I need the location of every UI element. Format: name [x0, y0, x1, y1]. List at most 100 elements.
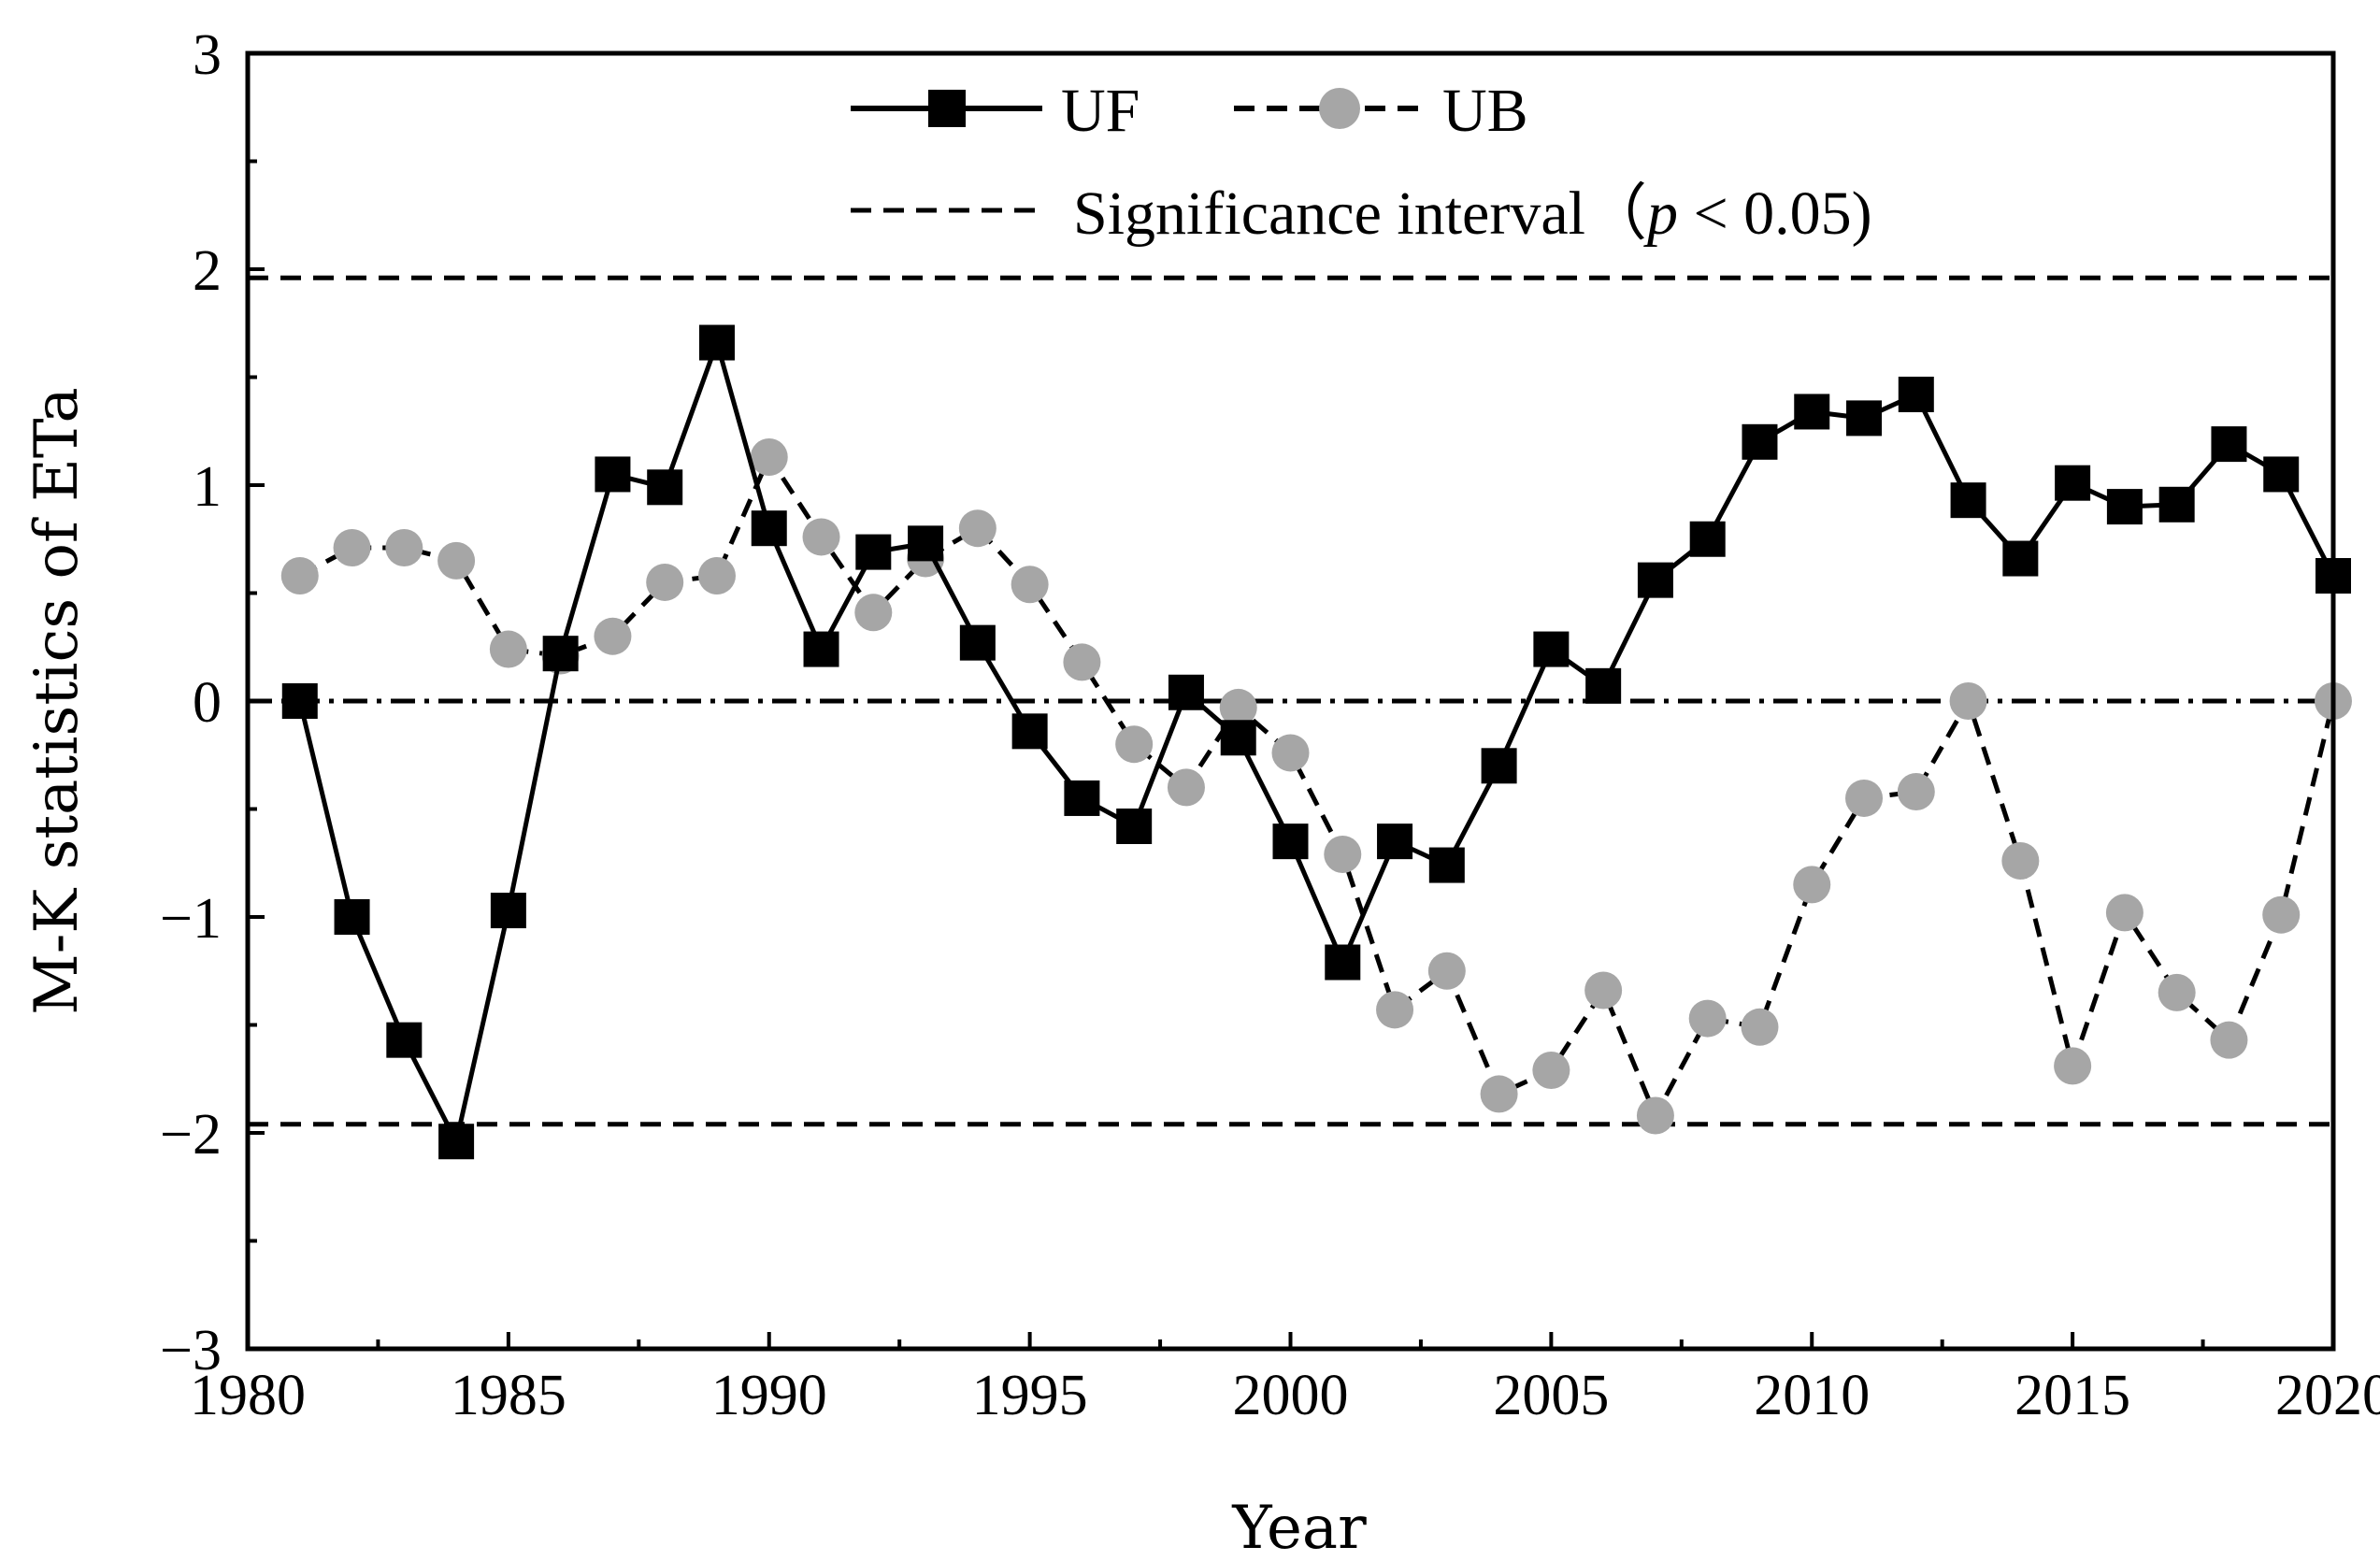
uf-point: [1272, 823, 1309, 860]
ub-point: [1949, 682, 1987, 720]
ub-point: [1688, 999, 1727, 1038]
legend-ub-label: UB: [1442, 77, 1528, 145]
x-tick-label-4: 2000: [1233, 1364, 1349, 1427]
uf-point: [2211, 426, 2247, 463]
uf-point: [647, 469, 683, 506]
legend-uf-marker: [928, 90, 966, 127]
ub-point: [1219, 688, 1257, 726]
ub-point: [646, 563, 684, 601]
ub-point: [854, 594, 893, 632]
uf-point: [1325, 944, 1361, 981]
y-tick-label-0: −3: [160, 1319, 222, 1382]
ub-point: [958, 509, 996, 548]
uf-point: [1116, 808, 1153, 844]
legend: UF UB Significance interval（p < 0.05): [851, 77, 1872, 248]
uf-point: [281, 683, 318, 719]
ub-point: [1636, 1096, 1674, 1135]
ub-point: [2054, 1047, 2092, 1085]
uf-point: [959, 624, 996, 661]
ub-point: [1011, 566, 1049, 604]
uf-point: [855, 534, 892, 570]
ub-point: [594, 617, 632, 655]
uf-point: [1428, 847, 1465, 883]
ub-point: [1427, 952, 1466, 990]
ub-point: [1167, 768, 1205, 807]
ub-point: [437, 541, 476, 580]
uf-point: [2055, 465, 2091, 501]
uf-point: [1794, 394, 1830, 430]
uf-point: [908, 525, 944, 562]
x-tick-label-2: 1990: [711, 1364, 827, 1427]
reference-lines: [248, 275, 2333, 1127]
uf-point: [1846, 400, 1883, 437]
uf-point: [2002, 540, 2039, 577]
uf-point: [595, 456, 631, 493]
y-tick-label-1: −2: [160, 1103, 222, 1167]
ub-point: [750, 437, 788, 476]
ub-point: [697, 557, 736, 595]
ub-point: [280, 557, 319, 595]
y-tick-label-5: 2: [193, 239, 222, 303]
x-tick-label-7: 2015: [2014, 1364, 2130, 1427]
y-tick-label-2: −1: [160, 887, 222, 951]
uf-point: [2263, 456, 2300, 493]
x-tick-label-8: 2020: [2275, 1364, 2380, 1427]
uf-point: [1689, 521, 1726, 557]
uf-point: [1585, 667, 1622, 704]
y-axis-title: M-K statistics of ETa: [22, 387, 92, 1014]
ub-point: [2158, 973, 2196, 1011]
ub-point: [802, 518, 840, 556]
series-uf: [281, 324, 2351, 1160]
y-axis-ticks: −3 −2 −1 0 1 2 3: [160, 23, 265, 1382]
ub-point: [1324, 836, 1362, 874]
x-tick-label-3: 1995: [972, 1364, 1088, 1427]
ub-point: [1532, 1052, 1570, 1090]
uf-point: [698, 324, 735, 361]
ub-point: [1741, 1008, 1779, 1046]
legend-uf-label: UF: [1061, 77, 1140, 145]
uf-point: [1481, 748, 1517, 784]
x-tick-label-5: 2005: [1493, 1364, 1609, 1427]
uf-point: [438, 1124, 475, 1160]
uf-point: [1898, 376, 1934, 412]
ub-point: [1845, 779, 1884, 817]
uf-point: [1064, 780, 1100, 816]
uf-point: [1637, 562, 1673, 598]
ub-point: [385, 528, 423, 566]
uf-point: [2106, 489, 2143, 525]
ub-point: [1115, 725, 1154, 764]
uf-point: [334, 899, 370, 935]
uf-point: [1950, 482, 1986, 519]
uf-point: [1742, 423, 1778, 460]
ub-point: [1063, 643, 1101, 681]
uf-point: [803, 631, 839, 667]
ub-point: [2105, 894, 2143, 932]
uf-point: [1220, 720, 1256, 756]
ub-point: [1897, 773, 1935, 811]
ub-point: [1793, 866, 1831, 904]
uf-point: [1168, 674, 1204, 710]
uf-point: [2158, 486, 2195, 523]
ub-point: [1584, 971, 1623, 1010]
x-axis-title: Year: [1231, 1494, 1367, 1561]
ub-point: [1376, 991, 1414, 1029]
ub-point: [489, 630, 527, 668]
legend-ub-marker: [1319, 88, 1360, 129]
x-tick-label-1: 1985: [451, 1364, 566, 1427]
legend-sig-p: p: [1643, 179, 1678, 248]
y-tick-label-4: 1: [193, 455, 222, 519]
ub-point: [2001, 841, 2040, 880]
ub-point: [2262, 895, 2301, 934]
y-tick-label-6: 3: [193, 23, 222, 87]
uf-point: [1533, 631, 1570, 667]
legend-sig-suffix: < 0.05): [1678, 179, 1872, 248]
uf-point: [386, 1022, 423, 1058]
uf-point: [751, 510, 787, 547]
x-tick-label-6: 2010: [1754, 1364, 1870, 1427]
uf-point: [490, 893, 526, 929]
ub-point: [333, 528, 371, 566]
x-tick-label-0: 1980: [190, 1364, 306, 1427]
legend-sig-prefix: Significance interval（: [1073, 179, 1647, 248]
x-axis-ticks: 1980 1985 1990 1995 2000 2005 2010 2015 2020: [190, 1332, 2380, 1427]
